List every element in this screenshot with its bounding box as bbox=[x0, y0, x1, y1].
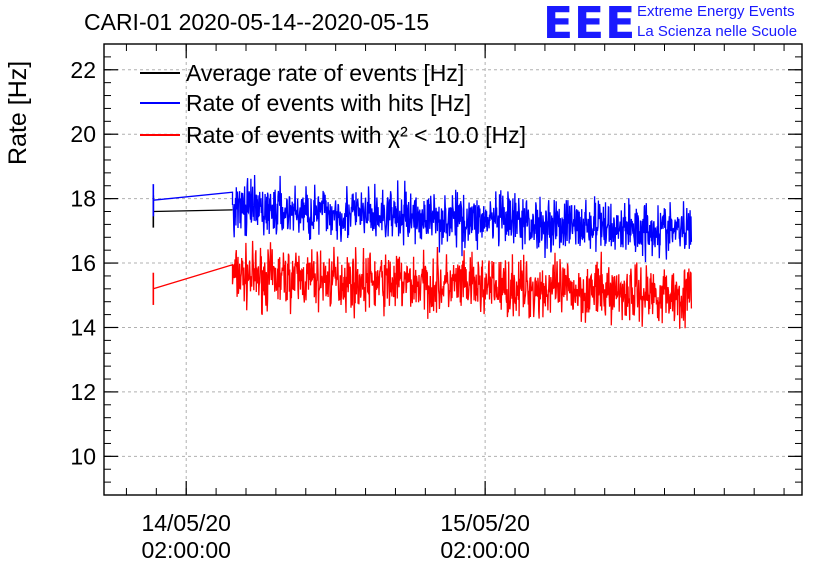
x-tick-label-date: 15/05/20 bbox=[440, 510, 530, 536]
axis-ticks bbox=[104, 43, 802, 496]
series-line-hits bbox=[153, 174, 693, 263]
legend-label-hits: Rate of events with hits [Hz] bbox=[186, 90, 471, 116]
y-tick-label: 12 bbox=[70, 379, 96, 405]
series-line-chi2 bbox=[153, 240, 693, 329]
plot-frame bbox=[103, 43, 803, 496]
series-group bbox=[152, 174, 693, 329]
y-axis-label: Rate [Hz] bbox=[4, 60, 32, 165]
eee-logo: EEE bbox=[543, 0, 637, 49]
x-tick-label-time: 02:00:00 bbox=[440, 537, 530, 563]
legend: Average rate of events [Hz] Rate of event… bbox=[140, 60, 526, 148]
legend-label-average: Average rate of events [Hz] bbox=[186, 60, 464, 86]
chart-title: CARI-01 2020-05-14--2020-05-15 bbox=[84, 9, 430, 35]
legend-label-chi2: Rate of events with χ² < 10.0 [Hz] bbox=[186, 122, 526, 148]
y-tick-label: 18 bbox=[70, 186, 96, 212]
org-name: Extreme Energy Events bbox=[637, 3, 795, 20]
org-subtitle: La Scienza nelle Scuole bbox=[637, 23, 798, 40]
y-tick-label: 14 bbox=[70, 314, 96, 340]
series-line-average bbox=[153, 209, 233, 213]
y-tick-label: 20 bbox=[70, 121, 96, 147]
axis-labels: 1012141618202214/05/2002:00:0015/05/2002… bbox=[70, 57, 529, 563]
y-tick-label: 16 bbox=[70, 250, 96, 276]
y-tick-label: 10 bbox=[70, 443, 96, 469]
y-tick-label: 22 bbox=[70, 57, 96, 83]
x-tick-label-time: 02:00:00 bbox=[141, 537, 231, 563]
x-tick-label-date: 14/05/20 bbox=[141, 510, 231, 536]
